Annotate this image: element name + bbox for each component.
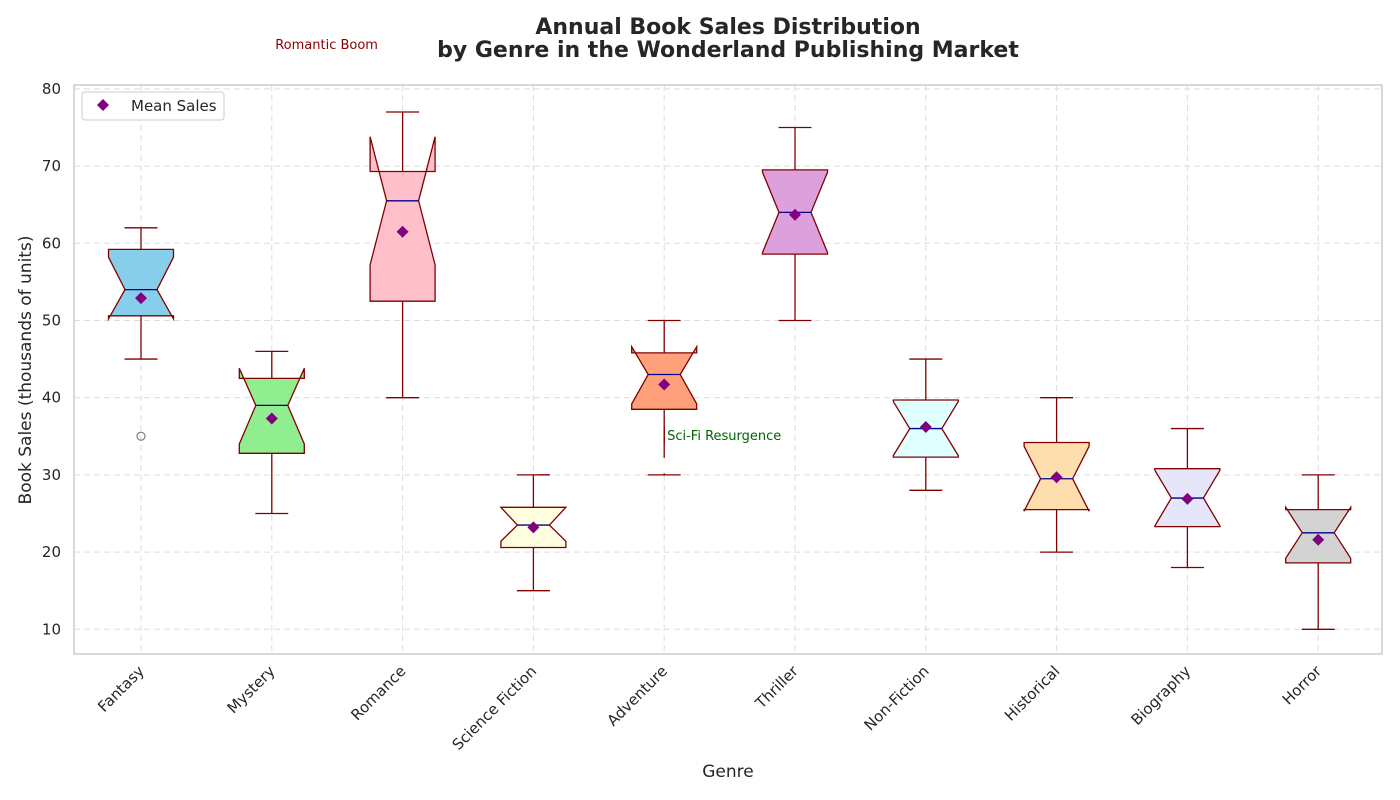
box-series <box>107 111 1352 630</box>
legend-diamond-marker <box>97 99 109 111</box>
mean-marker <box>658 378 671 391</box>
box-0 <box>107 227 175 441</box>
mean-marker <box>1312 533 1325 546</box>
box-7 <box>1023 397 1090 553</box>
chart-title-line-2: by Genre in the Wonderland Publishing Ma… <box>437 38 1019 63</box>
notched-box <box>107 248 175 322</box>
gridlines <box>74 85 1382 654</box>
mean-marker <box>527 521 540 534</box>
outlier-point-0 <box>136 431 146 441</box>
mean-marker <box>265 412 278 425</box>
x-tick-label-2: Romance <box>347 662 409 724</box>
x-tick-label-3: Science Fiction <box>449 662 541 754</box>
mean-marker <box>135 292 147 305</box>
plot-frame <box>73 84 1383 655</box>
mean-marker <box>396 225 409 238</box>
x-axis-title: Genre <box>702 762 753 782</box>
y-tick-label-80: 80 <box>42 80 61 98</box>
y-axis-title: Book Sales (thousands of units) <box>16 236 36 505</box>
box-1 <box>238 350 305 515</box>
x-tick-label-8: Biography <box>1127 662 1194 729</box>
box-6 <box>892 358 959 491</box>
x-tick-label-9: Horror <box>1279 662 1326 709</box>
x-tick-label-1: Mystery <box>224 662 279 717</box>
notched-box <box>369 136 436 302</box>
mean-marker <box>919 421 932 434</box>
box-3 <box>499 474 568 592</box>
box-5 <box>761 126 829 322</box>
y-tick-label-60: 60 <box>42 234 61 252</box>
x-tick-labels: Fantasy Mystery Romance Science Fiction Adve… <box>94 662 1325 754</box>
box-8 <box>1154 427 1221 569</box>
x-tick-label-7: Historical <box>1001 662 1063 724</box>
mean-marker <box>1050 471 1063 484</box>
mean-marker <box>789 208 801 221</box>
y-tick-label-20: 20 <box>42 543 61 561</box>
x-tick-label-6: Non-Fiction <box>860 662 932 734</box>
notched-box <box>238 368 305 454</box>
box-4 <box>631 319 698 476</box>
mean-marker <box>1181 492 1194 505</box>
legend-box <box>81 91 225 121</box>
legend: Mean Sales <box>81 91 225 121</box>
y-tick-labels: 10 20 30 40 50 60 70 80 <box>42 80 61 638</box>
annotation-text-0: Romantic Boom <box>275 38 378 53</box>
y-tick-label-10: 10 <box>42 620 61 638</box>
y-tick-label-30: 30 <box>42 466 61 484</box>
x-tick-label-5: Thriller <box>751 662 802 713</box>
y-tick-label-50: 50 <box>42 311 61 329</box>
notched-box <box>631 344 698 410</box>
annotation-text-1: Sci-Fi Resurgence <box>667 429 781 444</box>
annotations: Romantic Boom Sci-Fi Resurgence <box>275 38 781 476</box>
y-tick-label-70: 70 <box>42 157 61 175</box>
legend-label: Mean Sales <box>131 97 217 115</box>
y-tick-label-40: 40 <box>42 389 61 407</box>
x-tick-label-4: Adventure <box>603 662 671 730</box>
box-9 <box>1285 474 1352 630</box>
box-2 <box>369 111 436 399</box>
chart-title-line-1: Annual Book Sales Distribution <box>535 15 920 40</box>
x-tick-label-0: Fantasy <box>94 662 148 716</box>
